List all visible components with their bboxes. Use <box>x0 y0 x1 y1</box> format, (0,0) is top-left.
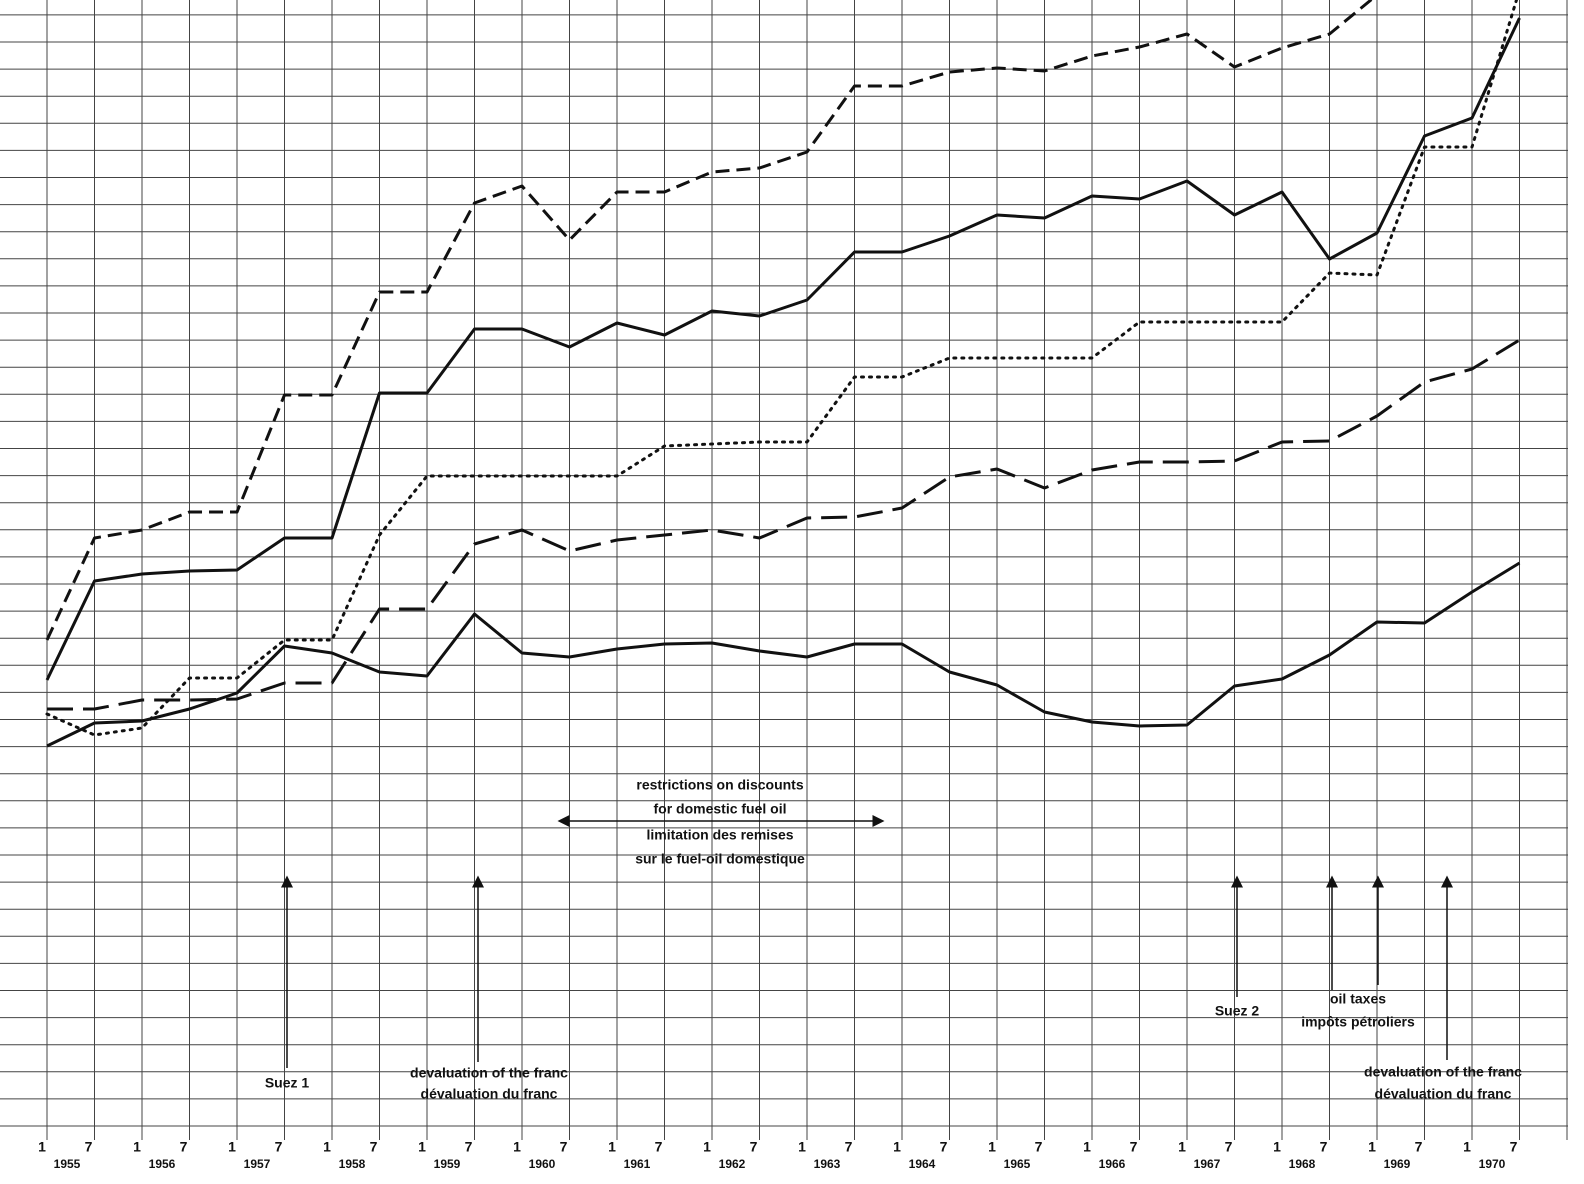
annotation: dévaluation du franc <box>1375 1086 1512 1102</box>
annotation: impôts pétroliers <box>1301 1014 1415 1030</box>
x-tick-label: 7 <box>940 1139 948 1155</box>
series-line <box>46 561 1521 748</box>
x-tick-label: 1961 <box>624 1157 651 1171</box>
x-tick-label: 1966 <box>1099 1157 1126 1171</box>
x-tick-label: 1 <box>38 1139 46 1155</box>
x-tick-label: 7 <box>655 1139 663 1155</box>
x-tick-label: 1965 <box>1004 1157 1031 1171</box>
x-tick-label: 7 <box>845 1139 853 1155</box>
x-tick-label: 1 <box>1178 1139 1186 1155</box>
x-tick-label: 1960 <box>529 1157 556 1171</box>
annotation: for domestic fuel oil <box>653 801 786 817</box>
x-tick-label: 7 <box>1035 1139 1043 1155</box>
x-tick-label: 7 <box>465 1139 473 1155</box>
x-tick-label: 1 <box>133 1139 141 1155</box>
x-tick-label: 7 <box>370 1139 378 1155</box>
annotation: devaluation of the franc <box>410 1065 568 1081</box>
series-line <box>45 17 1521 681</box>
x-tick-label: 1956 <box>149 1157 176 1171</box>
x-tick-label: 1 <box>1463 1139 1471 1155</box>
x-tick-label: 1955 <box>54 1157 81 1171</box>
x-tick-label: 7 <box>750 1139 758 1155</box>
x-tick-label: 1 <box>513 1139 521 1155</box>
annotation: limitation des remises <box>646 827 793 843</box>
x-tick-label: 1 <box>1273 1139 1281 1155</box>
x-tick-label: 1 <box>228 1139 236 1155</box>
x-tick-label: 7 <box>85 1139 93 1155</box>
x-tick-label: 7 <box>1510 1139 1518 1155</box>
x-tick-label: 1 <box>418 1139 426 1155</box>
x-tick-label: 1963 <box>814 1157 841 1171</box>
x-tick-label: 1959 <box>434 1157 461 1171</box>
series-line <box>45 0 1374 641</box>
annotation: restrictions on discounts <box>636 777 803 793</box>
x-tick-label: 1 <box>703 1139 711 1155</box>
x-tick-label: 1 <box>988 1139 996 1155</box>
x-tick-label: 1 <box>1368 1139 1376 1155</box>
annotation: oil taxes <box>1330 991 1386 1007</box>
x-tick-label: 7 <box>1320 1139 1328 1155</box>
annotation: Suez 1 <box>265 1075 310 1091</box>
annotation: devaluation of the franc <box>1364 1064 1522 1080</box>
annotation: Suez 2 <box>1215 1003 1260 1019</box>
x-tick-label: 7 <box>560 1139 568 1155</box>
series-line <box>45 0 1519 737</box>
x-tick-label: 1968 <box>1289 1157 1316 1171</box>
x-tick-label: 1 <box>608 1139 616 1155</box>
x-tick-label: 7 <box>1225 1139 1233 1155</box>
x-tick-label: 1967 <box>1194 1157 1221 1171</box>
x-tick-label: 7 <box>180 1139 188 1155</box>
x-tick-label: 7 <box>275 1139 283 1155</box>
x-tick-label: 1970 <box>1479 1157 1506 1171</box>
plot-area <box>45 0 1521 748</box>
x-tick-label: 1 <box>1083 1139 1091 1155</box>
x-tick-label: 1 <box>323 1139 331 1155</box>
x-tick-label: 1964 <box>909 1157 936 1171</box>
annotation: sur le fuel-oil domestique <box>635 851 805 867</box>
x-tick-label: 1 <box>798 1139 806 1155</box>
series-line <box>47 338 1521 711</box>
grid <box>0 0 1568 1140</box>
x-tick-label: 1 <box>893 1139 901 1155</box>
x-tick-label: 1969 <box>1384 1157 1411 1171</box>
annotation: dévaluation du franc <box>421 1086 558 1102</box>
x-tick-label: 1958 <box>339 1157 366 1171</box>
x-tick-label: 1962 <box>719 1157 746 1171</box>
x-tick-label: 7 <box>1130 1139 1138 1155</box>
x-tick-label: 7 <box>1415 1139 1423 1155</box>
x-tick-label: 1957 <box>244 1157 271 1171</box>
